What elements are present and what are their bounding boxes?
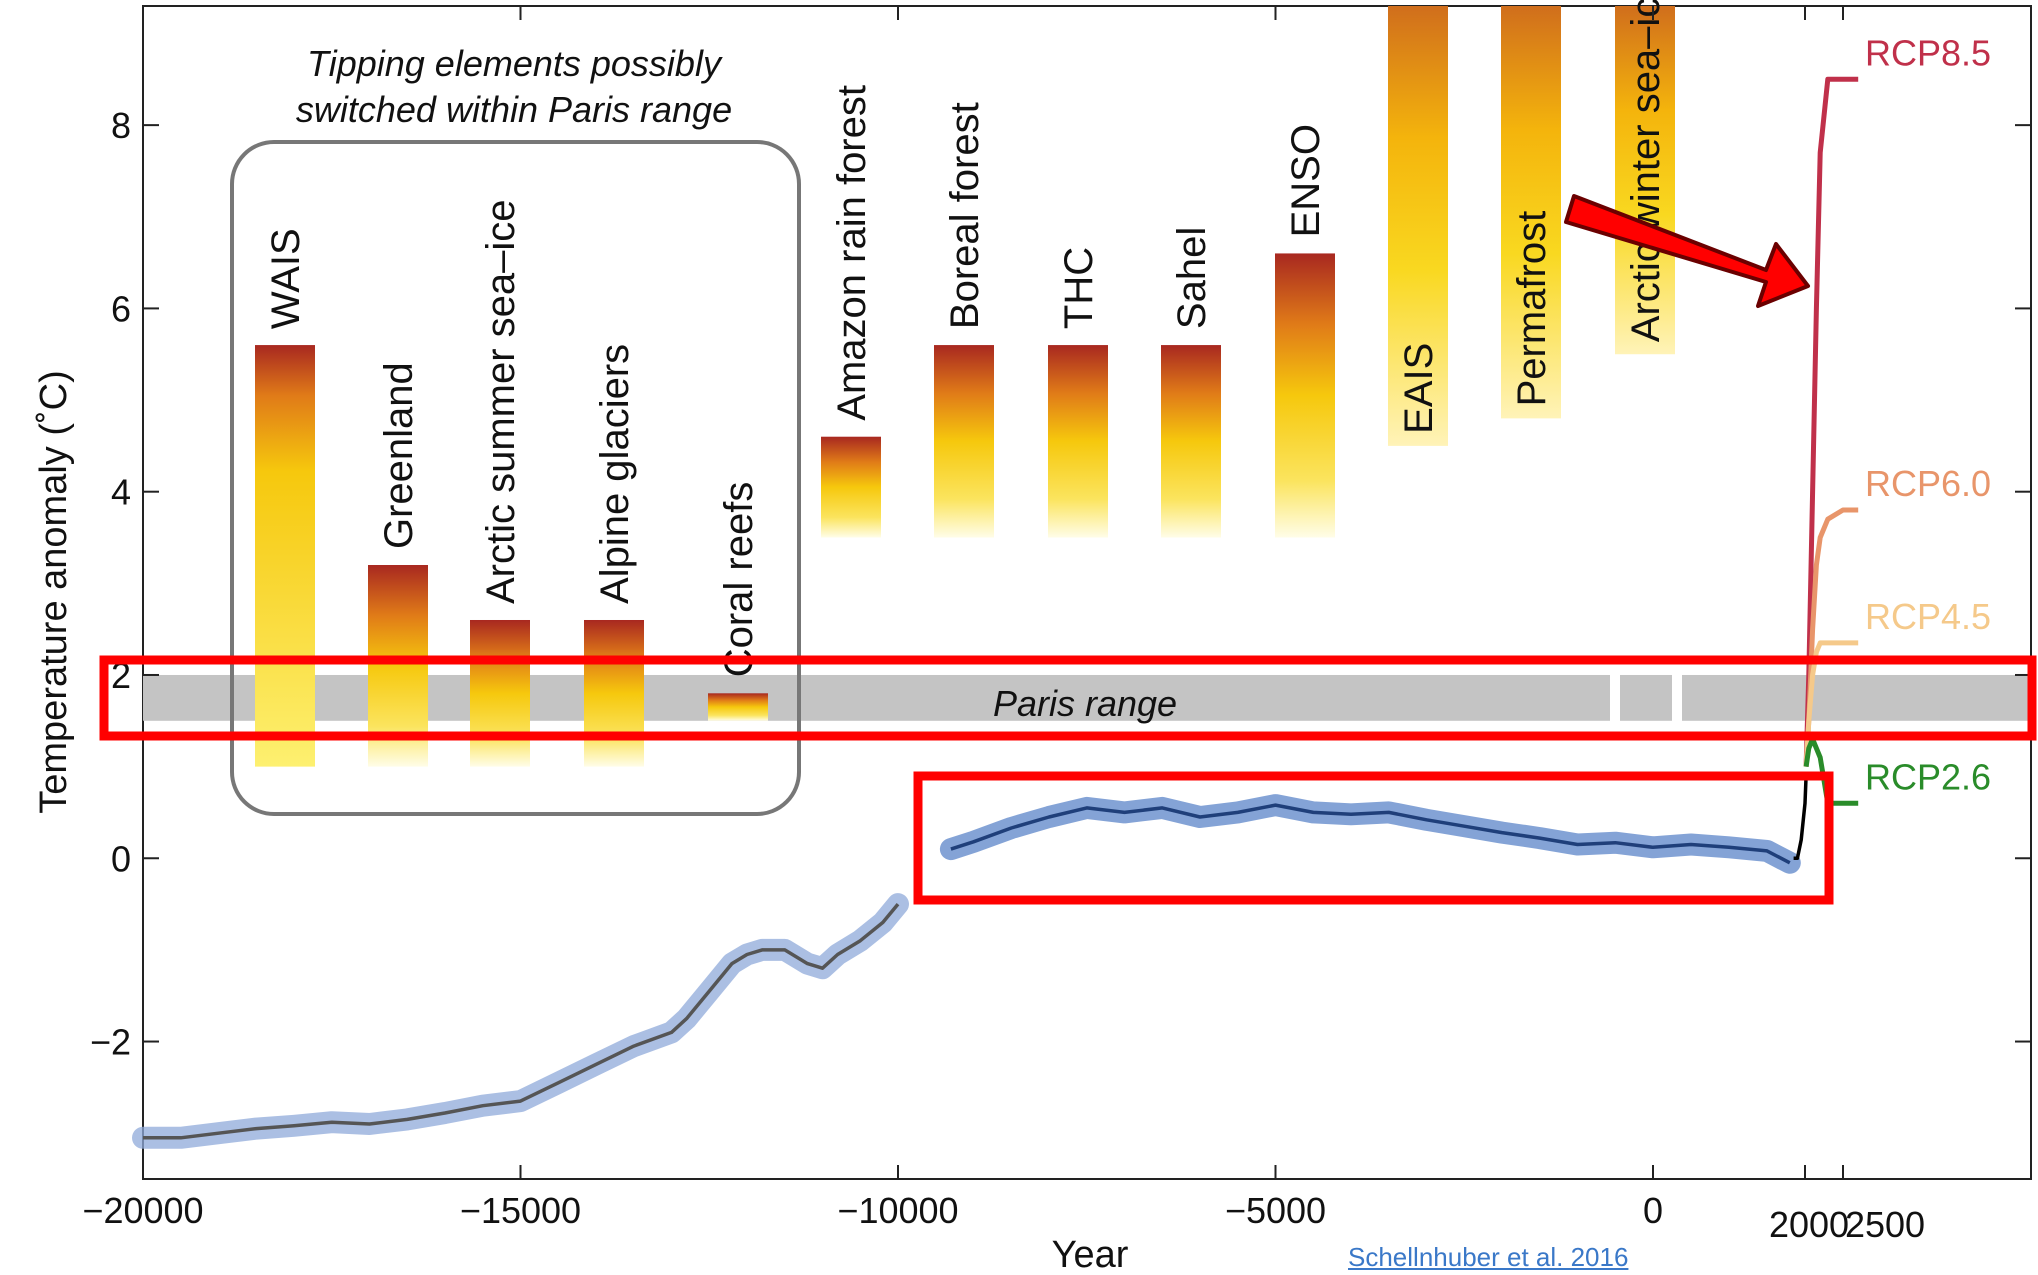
highlight-box-holocene [913,771,1834,905]
y-tick-label: 4 [111,472,131,513]
y-axis: −2 0 2 4 6 8 [90,105,2031,1063]
tipping-label: WAIS [264,228,308,329]
tipping-label: Greenland [377,362,421,549]
tipping-bar [1388,6,1448,446]
tipping-bar [1615,6,1675,355]
paris-tipping-box [230,140,801,816]
y-axis-label: Temperature anomaly (˚C) [33,370,75,813]
tipping-bar [255,345,315,767]
tipping-label: Permafrost [1510,211,1554,407]
paris-range-segment [143,674,1610,721]
x-tick-label: −15000 [460,1190,581,1231]
citation-link[interactable]: Schellnhuber et al. 2016 [1348,1242,1629,1272]
tipping-bar [821,436,881,538]
series-line [1803,736,1859,806]
y-tick-label: 8 [111,105,131,146]
tipping-bar [1275,253,1335,538]
tipping-bar [708,693,768,721]
paris-range-label: Paris range [993,683,1177,724]
x-tick-label: 2500 [1845,1204,1925,1245]
tipping-label: Arctic summer sea–ice [479,199,523,604]
x-tick-label: −5000 [1225,1190,1326,1231]
plot-frame [142,5,2032,1180]
y-tick-label: 6 [111,288,131,329]
box-note-line1: Tipping elements possibly [307,43,723,84]
y-tick-label: 0 [111,838,131,879]
series-line [950,803,1791,865]
paris-range-segment [1682,674,2031,721]
tipping-label: THC [1057,247,1101,329]
series-label: RCP2.6 [1865,756,1991,797]
tipping-bar [584,619,644,767]
x-tick-label: −20000 [82,1190,203,1231]
series-line [1803,76,1859,767]
paris-range-segment [1620,674,1672,721]
tipping-label: Boreal forest [943,102,987,329]
tipping-bar [934,345,994,538]
y-tick-label: 2 [111,655,131,696]
x-tick-label: 2000 [1769,1204,1849,1245]
y-tick-label: −2 [90,1022,131,1063]
arrow-to-rcp85 [1564,194,1810,308]
series-label: RCP4.5 [1865,596,1991,637]
tipping-label: Arctic winter sea–ice [1624,0,1668,342]
tipping-bar [1501,6,1561,419]
series-line [143,902,900,1140]
box-note-line2: switched within Paris range [296,89,732,130]
series-line [1803,640,1859,767]
series-layer: RCP8.5 RCP6.0 RCP4.5 RCP2.6 [132,32,1991,1149]
series-line [1793,775,1808,861]
tipping-bar [470,619,530,767]
tipping-label: Amazon rain forest [830,85,874,421]
tipping-bar [1048,345,1108,538]
tipping-label: EAIS [1397,343,1441,434]
tipping-elements: WAIS Greenland Arctic summer sea–ice Alpine… [255,0,1675,767]
x-axis-label: Year [1052,1234,1129,1275]
series-label: RCP8.5 [1865,32,1991,73]
tipping-label: Alpine glaciers [593,344,637,604]
tipping-label: Coral reefs [717,482,761,678]
x-tick-label: 0 [1643,1190,1663,1231]
highlight-box-paris-range [99,655,2037,741]
tipping-label: Sahel [1170,227,1214,329]
x-tick-label: −10000 [837,1190,958,1231]
series-label: RCP6.0 [1865,463,1991,504]
tipping-bar [1161,345,1221,538]
tipping-label: ENSO [1284,124,1328,237]
